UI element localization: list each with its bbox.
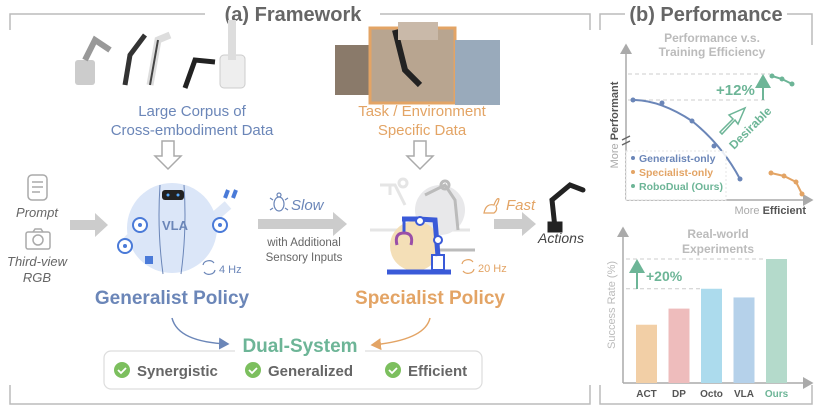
generalist-frequency: 4 Hz — [219, 264, 242, 276]
slow-sub-line2: Sensory Inputs — [266, 252, 343, 264]
check-icon — [114, 362, 130, 378]
property-label: Synergistic — [137, 363, 218, 380]
bar-label: Octo — [700, 389, 723, 400]
corpus-label-line2: Cross-embodiment Data — [111, 122, 274, 139]
fast-arrow — [494, 212, 536, 236]
desirable-label: Desirable — [726, 104, 774, 152]
rabbit-icon — [483, 198, 500, 214]
x-axis-label: More Efficient — [734, 205, 806, 217]
chart1-title-line2: Training Efficiency — [659, 45, 766, 59]
specialist-curve — [770, 172, 803, 195]
framework-title: (a) Framework — [225, 4, 363, 26]
slow-arrow — [258, 212, 347, 236]
vla-label: VLA — [162, 218, 189, 233]
dual-system-label: Dual-System — [242, 336, 357, 357]
specialist-to-dual-arrow — [370, 317, 431, 351]
bar-label: DP — [672, 389, 686, 400]
vla-robot-illustration — [117, 183, 238, 275]
property-label: Generalized — [268, 363, 353, 380]
bar-label: ACT — [636, 389, 657, 400]
generalist-to-dual-arrow — [171, 317, 230, 350]
rgb-label-line2: RGB — [23, 270, 52, 285]
bar-dp — [668, 308, 690, 383]
cross-embodiment-robots-image — [75, 20, 246, 89]
framework-frame — [9, 13, 813, 405]
chart1-title-line1: Performance v.s. — [664, 31, 760, 45]
bar-vla — [733, 297, 755, 383]
property-label: Efficient — [408, 363, 467, 380]
legend-item: Specialist-only — [639, 167, 713, 179]
legend-marker — [631, 156, 635, 160]
prompt-label: Prompt — [16, 205, 59, 220]
check-icon — [385, 362, 401, 378]
slow-label: Slow — [291, 197, 325, 214]
rgb-label-line1: Third-view — [7, 254, 69, 269]
refresh-icon — [461, 259, 475, 274]
bar-octo — [701, 288, 722, 383]
bar-act — [636, 324, 657, 383]
gain-12-label: +12% — [716, 82, 755, 99]
bar-label: Ours — [765, 389, 789, 400]
specialist-policy-label: Specialist Policy — [355, 288, 505, 309]
real-world-bar-chart: Real-world Experiments Success Rate (%) … — [606, 226, 814, 400]
chart2-title-line1: Experiments — [682, 242, 754, 256]
input-arrow — [70, 213, 108, 237]
task-data-photos-image — [335, 22, 500, 105]
down-arrow-icon — [153, 140, 183, 171]
task-label-line2: Specific Data — [378, 122, 467, 139]
chart2-y-axis-label: Success Rate (%) — [606, 261, 618, 349]
slow-sub-line1: with Additional — [266, 237, 341, 249]
chart2-title-line1: Real-world — [687, 227, 748, 241]
y-axis-label: More Performant — [609, 81, 621, 168]
gain-guides — [626, 258, 765, 290]
gain-20-label: +20% — [646, 268, 683, 284]
document-icon — [27, 174, 48, 201]
legend-item: RoboDual (Ours) — [639, 181, 723, 193]
legend-marker — [631, 170, 635, 174]
specialist-frequency: 20 Hz — [478, 263, 507, 275]
turtle-icon — [269, 192, 289, 212]
specialist-robot-illustration — [370, 177, 475, 275]
legend-item: Generalist-only — [639, 153, 716, 165]
camera-icon — [25, 228, 51, 250]
actions-label: Actions — [537, 230, 584, 246]
legend-marker — [631, 184, 635, 188]
down-arrow-icon — [405, 140, 435, 171]
robot-arm-actions-image — [547, 182, 586, 233]
generalist-policy-label: Generalist Policy — [95, 288, 250, 309]
task-label-line1: Task / Environment — [358, 103, 486, 120]
desirable-arrow-icon — [718, 106, 747, 136]
bar-ours — [766, 259, 787, 383]
performance-title: (b) Performance — [629, 4, 782, 26]
check-icon — [245, 362, 261, 378]
fast-label: Fast — [506, 197, 536, 214]
refresh-icon — [202, 260, 216, 275]
performance-efficiency-chart: Performance v.s. Training Efficiency +12… — [609, 31, 814, 217]
bar-label: VLA — [734, 389, 754, 400]
corpus-label-line1: Large Corpus of — [138, 103, 246, 120]
